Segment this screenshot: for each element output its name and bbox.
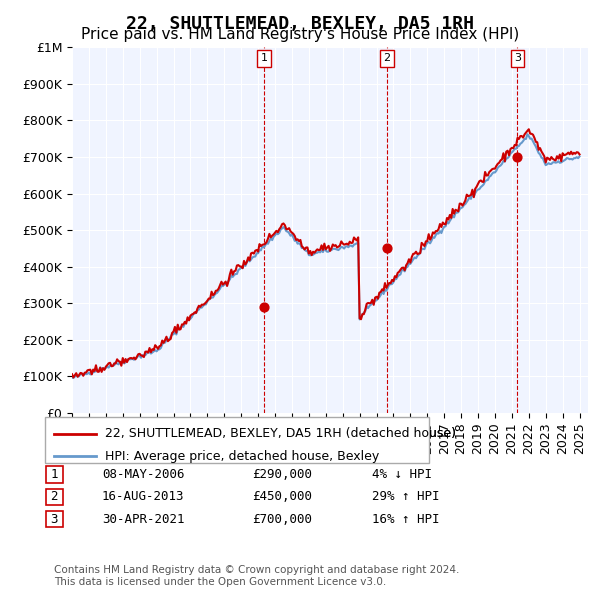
Text: 22, SHUTTLEMEAD, BEXLEY, DA5 1RH (detached house): 22, SHUTTLEMEAD, BEXLEY, DA5 1RH (detach… [105,427,456,440]
Text: 1: 1 [50,468,58,481]
Point [512,152,522,162]
Text: Contains HM Land Registry data © Crown copyright and database right 2024.
This d: Contains HM Land Registry data © Crown c… [54,565,460,587]
Text: 30-APR-2021: 30-APR-2021 [102,513,185,526]
Text: £450,000: £450,000 [252,490,312,503]
Text: £700,000: £700,000 [252,513,312,526]
Text: 22, SHUTTLEMEAD, BEXLEY, DA5 1RH: 22, SHUTTLEMEAD, BEXLEY, DA5 1RH [126,15,474,33]
Text: 29% ↑ HPI: 29% ↑ HPI [372,490,439,503]
Text: Price paid vs. HM Land Registry's House Price Index (HPI): Price paid vs. HM Land Registry's House … [81,27,519,41]
Text: 4% ↓ HPI: 4% ↓ HPI [372,468,432,481]
Text: 3: 3 [514,53,521,63]
Text: HPI: Average price, detached house, Bexley: HPI: Average price, detached house, Bexl… [105,450,379,463]
Text: £290,000: £290,000 [252,468,312,481]
Text: 08-MAY-2006: 08-MAY-2006 [102,468,185,481]
Text: 16% ↑ HPI: 16% ↑ HPI [372,513,439,526]
Point [259,302,269,312]
Text: 3: 3 [50,513,58,526]
Text: 2: 2 [383,53,391,63]
Text: 22, SHUTTLEMEAD, BEXLEY, DA5 1RH (detached house): 22, SHUTTLEMEAD, BEXLEY, DA5 1RH (detach… [105,427,456,440]
Text: 16-AUG-2013: 16-AUG-2013 [102,490,185,503]
Text: HPI: Average price, detached house, Bexley: HPI: Average price, detached house, Bexl… [105,450,379,463]
Point [382,244,392,253]
Text: 2: 2 [50,490,58,503]
Text: 1: 1 [260,53,268,63]
